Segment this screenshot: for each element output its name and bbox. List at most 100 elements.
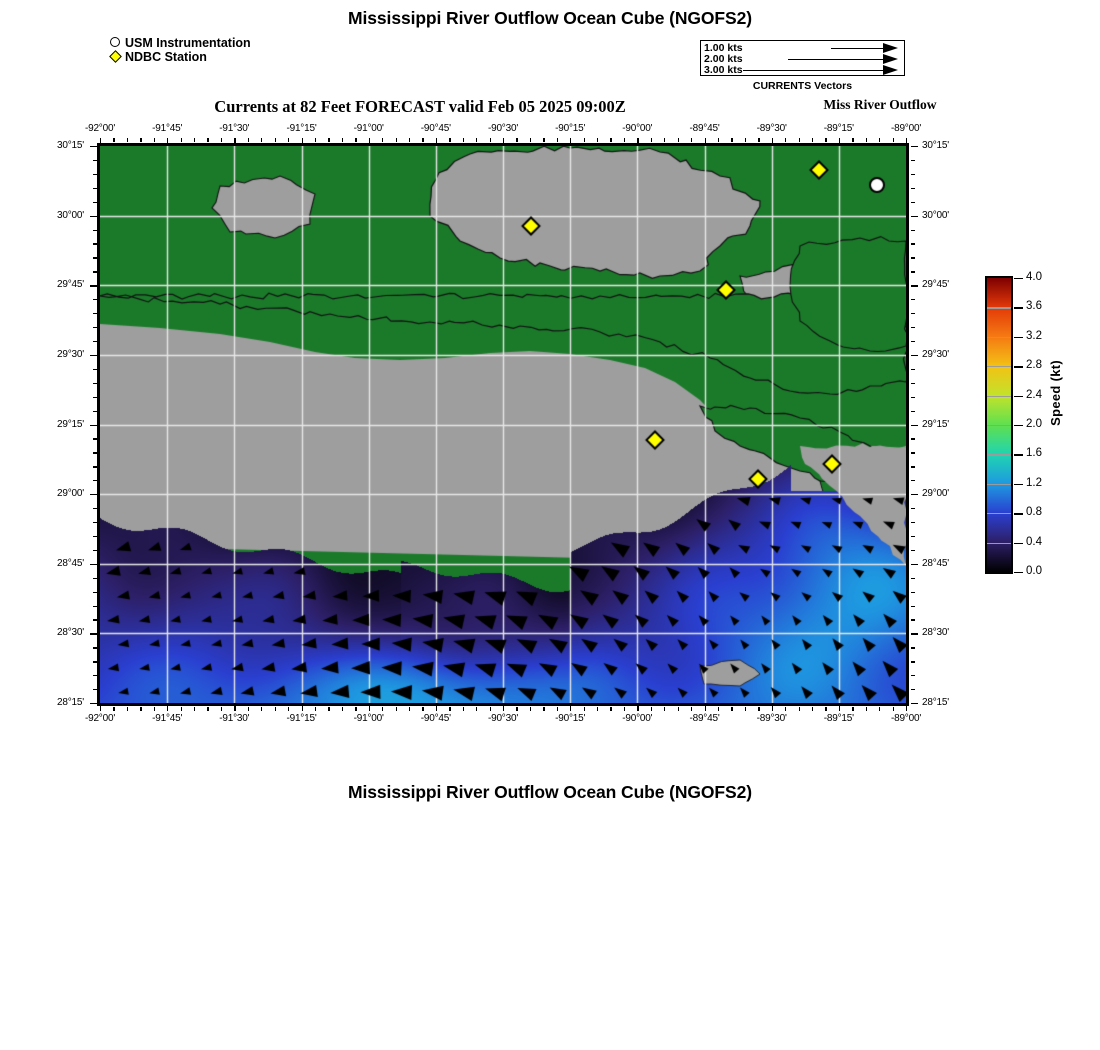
colorbar: 4.0 3.6 3.2 2.8 2.4 2.0 1.6 1.2 0.8 0.4 0.0 [985, 271, 1042, 577]
latitude-tick-label: 29°15' [922, 418, 949, 430]
axis-major-tick [906, 138, 908, 145]
axis-major-tick [911, 633, 918, 635]
axis-minor-tick [583, 138, 585, 142]
axis-minor-tick [180, 138, 182, 142]
latitude-axis-left [89, 146, 97, 705]
axis-minor-tick [911, 327, 915, 329]
map-canvas[interactable] [100, 146, 906, 703]
axis-minor-tick [911, 466, 915, 468]
axis-minor-tick [408, 138, 411, 142]
longitude-tick-label: -90°00' [622, 123, 653, 134]
axis-minor-tick [911, 299, 915, 301]
latitude-tick-label: 29°00' [922, 488, 949, 500]
axis-minor-tick [180, 707, 182, 711]
axis-minor-tick [449, 707, 451, 711]
axis-minor-tick [207, 138, 209, 142]
axis-major-tick [771, 138, 773, 145]
axis-minor-tick [691, 138, 693, 142]
axis-major-tick [911, 703, 918, 705]
colorbar-tick-inner [987, 366, 1011, 368]
axis-minor-tick [911, 382, 915, 385]
axis-minor-tick [93, 340, 97, 343]
axis-minor-tick [93, 591, 97, 593]
axis-minor-tick [911, 410, 915, 412]
axis-minor-tick [529, 707, 532, 711]
axis-minor-tick [911, 201, 915, 203]
page-title: Mississippi River Outflow Ocean Cube (NG… [348, 8, 752, 28]
axis-minor-tick [911, 675, 915, 677]
axis-major-tick [637, 138, 639, 145]
axis-minor-tick [93, 521, 97, 524]
latitude-tick-label: 29°15' [57, 418, 84, 430]
axis-minor-tick [744, 138, 747, 142]
axis-minor-tick [664, 138, 666, 142]
axis-minor-tick [93, 299, 97, 301]
latitude-tick-label: 30°15' [922, 140, 949, 151]
latitude-tick-label: 28°30' [922, 627, 949, 639]
axis-minor-tick [892, 138, 894, 142]
vector-key-row: 3.00 kts [701, 64, 904, 76]
latitude-tick-label: 30°15' [57, 140, 84, 151]
colorbar-tick [1014, 483, 1023, 486]
axis-minor-tick [911, 396, 915, 398]
axis-minor-tick [328, 707, 330, 711]
bottom-title: Mississippi River Outflow Ocean Cube (NG… [348, 782, 752, 802]
colorbar-tick-label: 1.6 [1026, 447, 1042, 460]
longitude-axis-top [100, 138, 908, 146]
vector-key-row: 1.00 kts [701, 42, 904, 54]
map-plot-area[interactable] [97, 143, 909, 706]
latitude-tick-label: 28°15' [922, 697, 949, 708]
colorbar-title: Speed (kt) [1048, 360, 1063, 426]
axis-minor-tick [610, 138, 612, 142]
vector-scale-key: 1.00 kts 2.00 kts 3.00 kts [700, 40, 905, 76]
axis-minor-tick [93, 271, 97, 273]
longitude-tick-label: -89°45' [689, 713, 720, 724]
longitude-tick-label: -90°45' [420, 713, 451, 724]
axis-minor-tick [274, 707, 276, 711]
colorbar-tick-inner [987, 542, 1011, 544]
axis-minor-tick [892, 707, 894, 711]
axis-major-tick [838, 138, 841, 145]
longitude-tick-label: -90°00' [622, 713, 653, 724]
axis-major-tick [100, 138, 102, 145]
axis-major-tick [704, 704, 706, 711]
axis-minor-tick [911, 438, 915, 440]
axis-major-tick [234, 138, 236, 145]
axis-minor-tick [489, 707, 491, 711]
colorbar-tick-label: 4.0 [1026, 271, 1042, 283]
axis-minor-tick [556, 138, 559, 142]
axis-minor-tick [93, 466, 97, 468]
axis-minor-tick [93, 675, 97, 677]
vector-shaft [788, 59, 883, 61]
axis-minor-tick [543, 138, 545, 142]
longitude-tick-label: -89°15' [823, 123, 854, 134]
axis-major-tick [503, 138, 505, 145]
axis-major-tick [911, 146, 918, 148]
vector-arrowhead-icon [883, 65, 898, 75]
longitude-tick-label: -90°30' [487, 123, 519, 134]
axis-major-tick [570, 138, 572, 145]
axis-major-tick [911, 494, 918, 496]
axis-minor-tick [758, 138, 760, 142]
legend-label-usm: USM Instrumentation [125, 36, 251, 50]
axis-minor-tick [911, 689, 915, 691]
axis-minor-tick [911, 257, 915, 259]
colorbar-tick [1014, 278, 1023, 280]
axis-minor-tick [113, 138, 115, 142]
axis-minor-tick [408, 707, 411, 711]
colorbar-tick-label: 0.4 [1026, 535, 1042, 548]
axis-minor-tick [93, 661, 97, 663]
axis-minor-tick [382, 138, 384, 142]
axis-minor-tick [911, 243, 915, 245]
latitude-tick-label: 29°30' [57, 348, 84, 360]
axis-minor-tick [798, 707, 800, 711]
longitude-tick-label: -89°30' [756, 713, 787, 724]
legend-item-ndbc: NDBC Station [108, 49, 251, 64]
axis-minor-tick [911, 549, 915, 552]
axis-minor-tick [911, 229, 915, 231]
axis-minor-tick [194, 138, 196, 142]
colorbar-tick [1014, 395, 1023, 397]
longitude-tick-label: -91°30' [219, 713, 250, 724]
vector-key-caption: CURRENTS Vectors [752, 80, 853, 92]
axis-minor-tick [664, 707, 666, 711]
